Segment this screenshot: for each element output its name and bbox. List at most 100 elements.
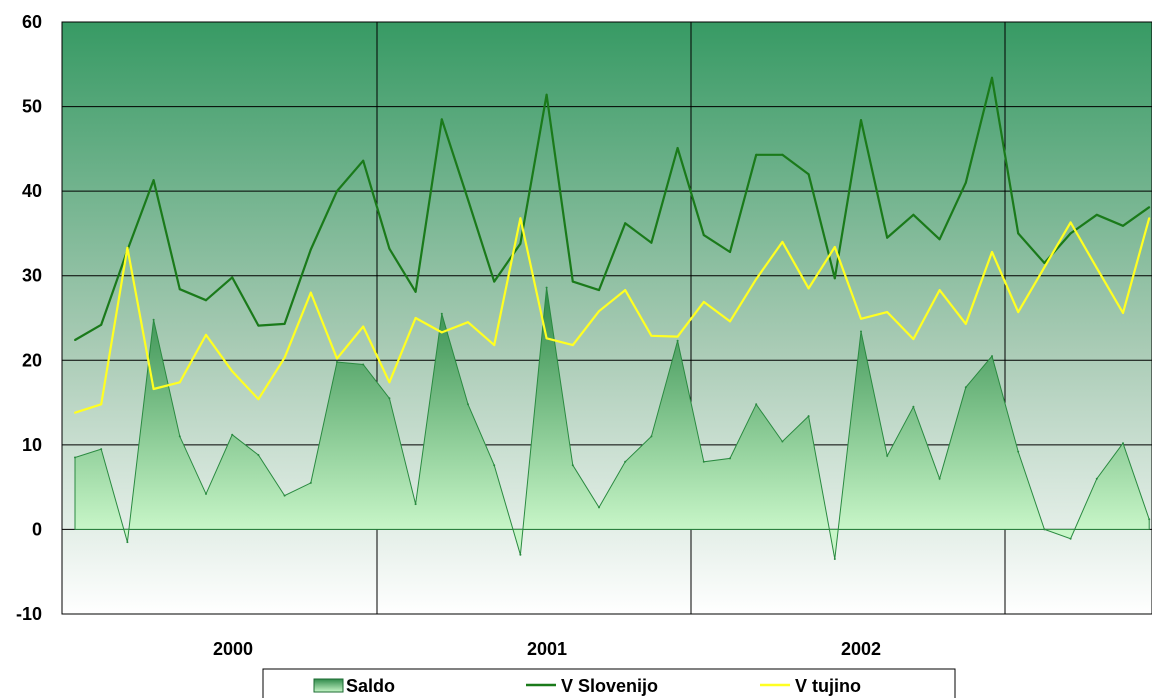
saldo-point bbox=[309, 481, 312, 484]
saldo-point bbox=[100, 448, 103, 451]
saldo-point bbox=[833, 558, 836, 560]
saldo-point bbox=[964, 386, 967, 389]
saldo-point bbox=[493, 464, 496, 467]
v-tujino-point bbox=[571, 344, 574, 347]
v-slovenijo-point bbox=[624, 222, 627, 225]
saldo-point bbox=[336, 361, 338, 363]
saldo-layer bbox=[74, 286, 1151, 560]
saldo-point bbox=[886, 454, 889, 457]
v-tujino-point bbox=[964, 322, 967, 325]
v-slovenijo-point bbox=[833, 277, 836, 280]
saldo-point bbox=[729, 457, 731, 460]
v-slovenijo-point bbox=[755, 153, 758, 156]
saldo-point bbox=[388, 397, 391, 400]
saldo-point bbox=[545, 286, 548, 289]
v-slovenijo-point bbox=[676, 147, 679, 149]
saldo-point bbox=[519, 553, 522, 556]
v-tujino-point bbox=[100, 403, 103, 406]
saldo-point bbox=[1095, 477, 1098, 480]
v-tujino-point bbox=[860, 317, 862, 320]
v-tujino-point bbox=[991, 251, 993, 253]
legend-box bbox=[262, 668, 956, 698]
v-tujino-point bbox=[1122, 311, 1124, 314]
saldo-point bbox=[467, 403, 469, 406]
v-slovenijo-point bbox=[938, 238, 941, 241]
v-tujino-point bbox=[807, 287, 810, 290]
legend-label-v-tujino: V tujino bbox=[795, 676, 861, 696]
v-tujino-point bbox=[336, 357, 338, 360]
legend-label-saldo: Saldo bbox=[346, 676, 395, 696]
v-slovenijo-point bbox=[1095, 213, 1098, 216]
legend-swatch-saldo bbox=[313, 678, 344, 693]
v-tujino-point bbox=[702, 300, 705, 303]
y-tick-label: 0 bbox=[32, 519, 42, 539]
v-slovenijo-point bbox=[1017, 232, 1020, 235]
v-tujino-point bbox=[650, 334, 653, 337]
lines-layer bbox=[74, 76, 1151, 414]
v-tujino-point bbox=[886, 311, 889, 314]
x-year-label: 2000 bbox=[213, 639, 253, 659]
x-year-label: 2002 bbox=[841, 639, 881, 659]
v-slovenijo-point bbox=[729, 251, 731, 253]
saldo-point bbox=[74, 456, 76, 459]
v-slovenijo-point bbox=[74, 339, 76, 341]
v-slovenijo-point bbox=[283, 322, 286, 325]
v-tujino-point bbox=[74, 411, 76, 414]
v-tujino-point bbox=[519, 217, 522, 220]
saldo-point bbox=[231, 433, 234, 436]
v-tujino-point bbox=[1148, 217, 1151, 220]
v-slovenijo-point bbox=[1148, 206, 1151, 209]
v-slovenijo-point bbox=[991, 76, 993, 79]
v-tujino-point bbox=[257, 398, 260, 401]
v-tujino-point bbox=[938, 289, 941, 292]
saldo-point bbox=[781, 440, 784, 443]
v-tujino-point bbox=[1017, 311, 1020, 314]
v-tujino-point bbox=[598, 310, 600, 313]
v-tujino-point bbox=[126, 246, 129, 249]
v-slovenijo-point bbox=[860, 119, 862, 122]
saldo-point bbox=[598, 506, 600, 509]
v-slovenijo-point bbox=[571, 280, 574, 283]
series-v-slovenijo-line bbox=[74, 76, 1150, 341]
x-axis: 2000 2001 2002 bbox=[213, 639, 881, 659]
saldo-point bbox=[440, 312, 443, 315]
v-tujino-point bbox=[178, 381, 181, 384]
v-slovenijo-point bbox=[1069, 232, 1072, 235]
v-slovenijo-point bbox=[781, 153, 784, 156]
v-slovenijo-point bbox=[205, 299, 207, 302]
series-v-tujino-line bbox=[74, 217, 1151, 414]
v-tujino-point bbox=[205, 333, 207, 336]
saldo-point bbox=[676, 339, 679, 342]
y-axis: 60 50 40 30 20 10 0 -10 bbox=[16, 12, 42, 624]
y-tick-label: 10 bbox=[22, 435, 42, 455]
v-slovenijo-point bbox=[1043, 262, 1046, 264]
v-slovenijo-point bbox=[1122, 224, 1124, 227]
v-slovenijo-point bbox=[598, 289, 600, 292]
y-tick-label: 40 bbox=[22, 181, 42, 201]
v-tujino-point bbox=[1095, 267, 1098, 270]
v-tujino-point bbox=[729, 320, 731, 323]
v-slovenijo-point bbox=[440, 118, 443, 121]
y-tick-label: 50 bbox=[22, 97, 42, 117]
v-slovenijo-point bbox=[231, 276, 234, 279]
v-slovenijo-point bbox=[807, 173, 810, 176]
saldo-point bbox=[1069, 537, 1072, 540]
v-tujino-point bbox=[231, 370, 234, 373]
saldo-point bbox=[1122, 442, 1124, 445]
saldo-point bbox=[283, 494, 286, 497]
v-tujino-point bbox=[388, 381, 391, 384]
v-tujino-point bbox=[781, 240, 784, 243]
v-tujino-point bbox=[440, 331, 443, 334]
v-slovenijo-point bbox=[493, 280, 496, 283]
v-slovenijo-point bbox=[912, 213, 915, 216]
v-tujino-point bbox=[309, 291, 312, 294]
v-slovenijo-point bbox=[388, 247, 391, 250]
saldo-point bbox=[257, 454, 260, 456]
v-slovenijo-point bbox=[886, 236, 889, 239]
v-slovenijo-point bbox=[257, 324, 260, 327]
v-slovenijo-point bbox=[519, 242, 522, 245]
legend-label-v-slovenijo: V Slovenijo bbox=[561, 676, 658, 696]
v-slovenijo-point bbox=[964, 181, 967, 184]
saldo-point bbox=[991, 355, 993, 358]
v-tujino-point bbox=[624, 289, 627, 292]
